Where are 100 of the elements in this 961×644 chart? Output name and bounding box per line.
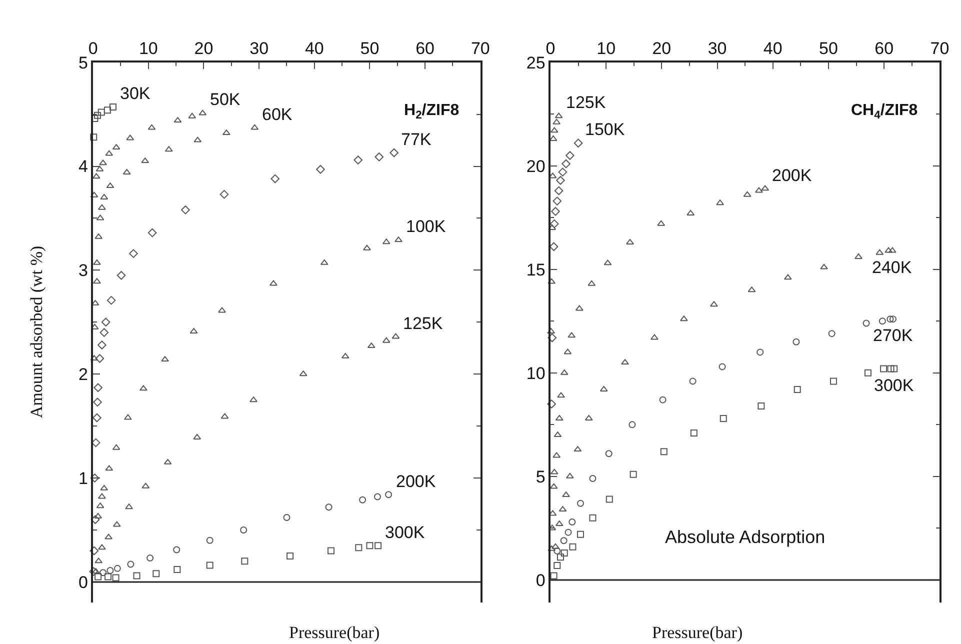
point <box>382 238 390 244</box>
series-label: 270K <box>873 326 914 345</box>
point <box>148 228 157 238</box>
point <box>390 148 398 158</box>
point <box>382 337 390 343</box>
point <box>710 301 718 307</box>
point <box>890 365 898 372</box>
point <box>299 370 308 376</box>
x-tick-label: 70 <box>930 38 950 58</box>
point <box>568 332 576 338</box>
point <box>104 534 113 540</box>
y-tick-label: 10 <box>526 364 546 383</box>
y-axis-title: Amount adsorbed (wt %) <box>27 246 46 418</box>
point <box>554 112 563 118</box>
point <box>686 210 695 216</box>
point <box>554 547 561 554</box>
point <box>564 528 572 536</box>
point <box>680 316 688 322</box>
point <box>716 200 724 206</box>
point <box>792 338 800 346</box>
point <box>820 264 828 270</box>
point <box>320 259 328 265</box>
point <box>743 191 752 197</box>
point <box>106 182 114 188</box>
point <box>566 151 574 160</box>
point <box>552 118 561 124</box>
series-label: 300K <box>874 376 914 395</box>
point <box>657 220 666 226</box>
point <box>269 280 278 286</box>
point <box>551 207 560 216</box>
point <box>552 196 562 206</box>
annotation: Absolute Adsorption <box>665 527 826 547</box>
point <box>161 356 169 362</box>
x-tick-label: 20 <box>652 38 672 58</box>
point <box>92 413 102 422</box>
point <box>574 138 583 148</box>
point <box>589 514 596 522</box>
point <box>94 233 103 239</box>
point <box>96 502 104 508</box>
point <box>100 569 107 576</box>
point <box>354 156 363 164</box>
point <box>794 386 801 393</box>
series-label: 200K <box>396 472 436 491</box>
point <box>146 554 154 562</box>
point <box>562 159 570 168</box>
point <box>555 520 564 526</box>
point <box>748 286 756 292</box>
point <box>106 567 114 574</box>
point <box>355 544 362 552</box>
point <box>127 560 134 568</box>
series-label: 50K <box>210 90 241 109</box>
point <box>554 186 564 196</box>
point <box>173 546 180 554</box>
point <box>241 558 248 565</box>
series-label: 300K <box>385 523 426 542</box>
point <box>112 574 120 582</box>
point <box>689 378 696 385</box>
point <box>558 506 567 512</box>
x-tick-label: 40 <box>304 38 324 58</box>
x-tick-label: 30 <box>250 38 269 58</box>
series-label: 77K <box>401 130 432 149</box>
point <box>828 330 836 338</box>
series-label: 125K <box>566 93 606 112</box>
point <box>139 385 148 391</box>
series-label: 125K <box>403 314 444 333</box>
y-tick-label: 3 <box>78 261 88 280</box>
y-tick-label: 2 <box>78 365 88 384</box>
point <box>864 369 872 376</box>
y-tick-label: 5 <box>536 467 546 486</box>
point <box>589 475 596 482</box>
x-tick-label: 10 <box>596 38 616 58</box>
point <box>394 236 402 242</box>
point <box>104 573 112 580</box>
point <box>341 352 350 358</box>
point <box>148 124 156 130</box>
x-tick-label: 20 <box>194 38 214 58</box>
point <box>93 398 102 407</box>
point <box>557 392 565 398</box>
point <box>569 543 576 550</box>
point <box>560 537 568 544</box>
x-tick-label: 60 <box>874 38 894 58</box>
point <box>90 474 100 482</box>
point <box>628 421 636 428</box>
point <box>164 146 173 152</box>
point <box>90 515 100 524</box>
point <box>99 160 107 166</box>
point <box>142 482 150 488</box>
series-label: 60K <box>262 105 293 124</box>
point <box>552 452 561 458</box>
point <box>887 365 894 372</box>
series-label: 240K <box>872 258 912 277</box>
point <box>90 192 98 198</box>
point <box>218 307 226 313</box>
point <box>90 546 99 556</box>
point <box>784 274 792 280</box>
point <box>94 112 101 119</box>
point <box>650 334 658 340</box>
point <box>659 396 666 404</box>
y-tick-label: 15 <box>526 260 546 280</box>
text: H$_{2}$/ZIF8 <box>404 102 460 122</box>
